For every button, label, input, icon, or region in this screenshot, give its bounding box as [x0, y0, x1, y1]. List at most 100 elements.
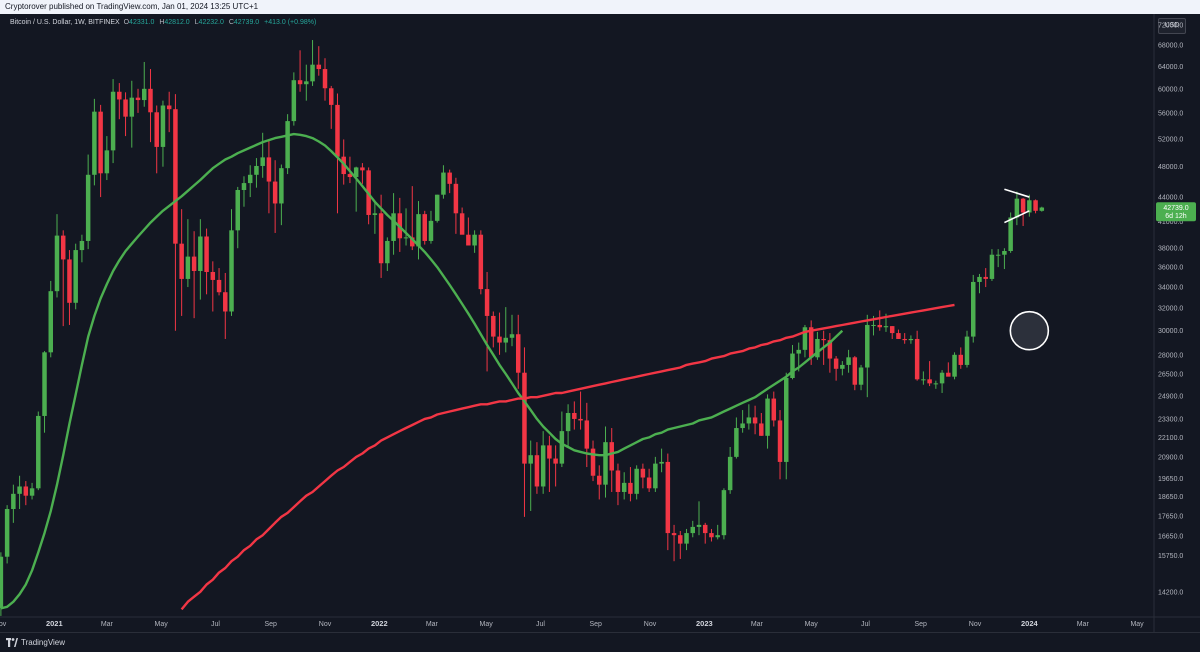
high-label: H: [159, 19, 165, 26]
x-tick-label: Nov: [969, 621, 982, 628]
close-value: 42739.0: [233, 19, 260, 26]
candle-body: [908, 338, 914, 341]
candle-body: [727, 456, 733, 491]
candle-body: [815, 338, 820, 358]
candle-body: [142, 88, 147, 101]
y-tick-label: 36000.0: [1158, 265, 1183, 272]
candle-body: [634, 468, 639, 494]
ma-slow-line: [180, 303, 955, 611]
x-tick-label: May: [805, 621, 819, 628]
candle-body: [883, 326, 889, 328]
candle-body: [584, 420, 590, 449]
y-tick-label: 56000.0: [1158, 110, 1183, 117]
x-tick-label: May: [1130, 621, 1144, 628]
candle-body: [4, 509, 10, 557]
candle-body: [42, 352, 47, 416]
candle-body: [659, 461, 664, 464]
candle-body: [117, 91, 122, 100]
candle-body: [235, 190, 240, 231]
candle-body: [702, 524, 708, 534]
y-tick-label: 41000.0: [1158, 219, 1183, 226]
candle-body: [740, 423, 745, 429]
x-tick-label: Sep: [264, 621, 277, 628]
y-tick-label: 19650.0: [1158, 476, 1183, 483]
y-tick-label: 15750.0: [1158, 553, 1183, 560]
candle-body: [191, 256, 197, 272]
candle-body: [1033, 200, 1038, 211]
candle-body: [279, 168, 284, 204]
candle-body: [353, 167, 359, 178]
candle-body: [989, 254, 995, 279]
x-tick-label: 2021: [46, 619, 63, 628]
annotations-layer: [1004, 188, 1050, 351]
candle-body: [385, 240, 390, 264]
candle-body: [416, 214, 421, 247]
candle-body: [995, 254, 1001, 256]
candle-body: [734, 428, 739, 457]
candle-body: [896, 333, 901, 339]
candle-body: [247, 174, 253, 184]
current-price-label: 42739.0: [1163, 205, 1188, 212]
candle-body: [403, 237, 409, 239]
highlight-circle: [1009, 310, 1050, 351]
candle-body: [572, 412, 577, 419]
candle-body: [765, 398, 770, 436]
footer-brand: TradingView: [21, 638, 66, 647]
candle-body: [889, 326, 895, 334]
candle-body: [597, 475, 602, 485]
y-tick-label: 68000.0: [1158, 43, 1183, 50]
candle-body: [110, 91, 116, 151]
change-value: +413.0 (+0.98%): [264, 19, 317, 26]
y-tick-label: 60000.0: [1158, 86, 1183, 93]
candle-body: [921, 379, 926, 381]
moving-averages-layer: [0, 132, 955, 611]
candle-body: [958, 354, 964, 365]
countdown-label: 6d 12h: [1165, 213, 1187, 220]
y-tick-label: 20900.0: [1158, 454, 1183, 461]
candle-body: [784, 377, 789, 462]
candle-body: [522, 372, 527, 464]
candle-body: [759, 423, 764, 436]
time-axis[interactable]: Nov 2021 Mar May Jul Sep Nov 2022 Mar May Jul Sep No…: [0, 616, 1200, 628]
candle-body: [970, 281, 976, 337]
candle-body: [310, 64, 315, 82]
y-tick-label: 17650.0: [1158, 513, 1183, 520]
candle-body: [466, 234, 471, 246]
low-label: L: [194, 19, 199, 26]
candle-body: [509, 334, 515, 338]
candle-body: [1027, 200, 1032, 213]
candle-body: [291, 80, 297, 122]
x-tick-label: Jul: [211, 621, 220, 628]
candle-body: [603, 442, 608, 485]
y-tick-label: 24900.0: [1158, 393, 1183, 400]
candle-body: [428, 220, 434, 241]
candle-body: [827, 340, 833, 359]
candle-body: [434, 194, 440, 221]
symbol-name: Bitcoin / U.S. Dollar, 1W, BITFINEX: [10, 19, 120, 26]
triangle-lower-line: [1004, 210, 1030, 224]
open-label: O: [123, 19, 130, 26]
x-tick-label: Mar: [1077, 621, 1090, 628]
candle-body: [578, 418, 583, 421]
candle-body: [129, 97, 135, 117]
price-chart[interactable]: 72000.0 68000.0 64000.0 60000.0 56000.0 52000…: [0, 14, 1200, 632]
candle-body: [447, 172, 452, 184]
candle-body: [48, 291, 53, 353]
x-tick-label: Mar: [101, 621, 114, 628]
y-tick-label: 32000.0: [1158, 306, 1183, 313]
candle-body: [459, 213, 465, 235]
candle-body: [154, 112, 159, 147]
price-axis[interactable]: 72000.0 68000.0 64000.0 60000.0 56000.0 52000…: [1153, 14, 1183, 632]
x-tick-label: Jul: [861, 621, 870, 628]
candle-body: [865, 324, 870, 368]
y-tick-label: 64000.0: [1158, 64, 1183, 71]
candle-body: [933, 383, 939, 385]
candle-body: [946, 372, 951, 377]
candle-body: [802, 327, 808, 350]
y-tick-label: 22100.0: [1158, 435, 1183, 442]
candle-body: [67, 259, 72, 303]
candle-body: [1008, 217, 1013, 251]
candle-body: [840, 364, 845, 369]
triangle-upper-line: [1004, 188, 1030, 198]
currency-button[interactable]: USD: [1158, 18, 1186, 34]
